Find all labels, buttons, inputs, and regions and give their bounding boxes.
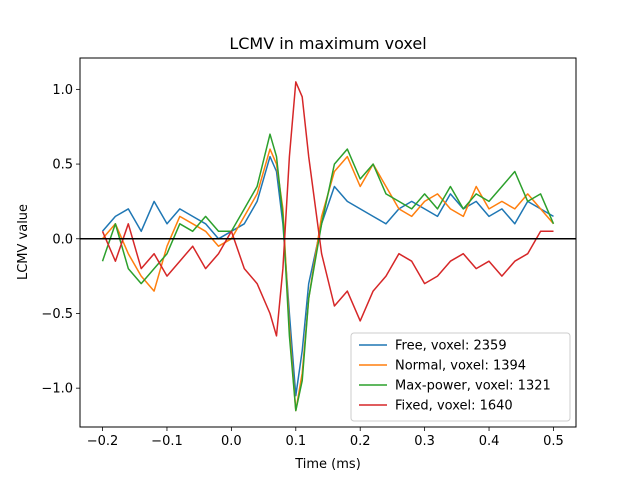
series-layer [101, 81, 555, 412]
y-tick-label: −1.0 [41, 382, 73, 397]
axes-frame [79, 57, 577, 428]
legend-label-4: Fixed, voxel: 1640 [395, 399, 513, 414]
legend: Free, voxel: 2359 Normal, voxel: 1394 Max-… [350, 332, 571, 422]
legend-label-1: Free, voxel: 2359 [395, 339, 507, 354]
x-tick-label: −0.2 [87, 434, 119, 449]
x-axis-label: Time (ms) [294, 457, 361, 472]
x-tick-label: 0.2 [350, 434, 371, 449]
y-axis-label: LCMV value [16, 204, 31, 280]
x-tick-label: 0.3 [414, 434, 435, 449]
series-line-4 [101, 81, 554, 337]
y-tick-label: 0.5 [52, 158, 73, 173]
x-tick-label: 0.4 [479, 434, 500, 449]
legend-box [350, 332, 571, 422]
chart-title: LCMV in maximum voxel [229, 34, 426, 53]
y-tick-label: 1.0 [52, 83, 73, 98]
x-tick-label: 0.1 [285, 434, 306, 449]
x-axis-ticks: −0.2 −0.1 0.0 0.1 0.2 0.3 0.4 0.5 [87, 427, 564, 449]
plot-area: −0.2 −0.1 0.0 0.1 0.2 0.3 0.4 0.5 1.0 0.5 0.0 −0.5… [41, 57, 577, 449]
y-tick-label: 0.0 [52, 232, 73, 247]
legend-label-2: Normal, voxel: 1394 [395, 359, 526, 374]
series-line-3 [101, 133, 555, 412]
x-tick-label: 0.5 [543, 434, 564, 449]
x-tick-label: −0.1 [151, 434, 183, 449]
x-tick-label: 0.0 [221, 434, 242, 449]
series-line-1 [101, 155, 554, 397]
y-tick-label: −0.5 [41, 307, 73, 322]
y-axis-ticks: 1.0 0.5 0.0 −0.5 −1.0 [41, 83, 80, 397]
legend-label-3: Max-power, voxel: 1321 [395, 379, 551, 394]
